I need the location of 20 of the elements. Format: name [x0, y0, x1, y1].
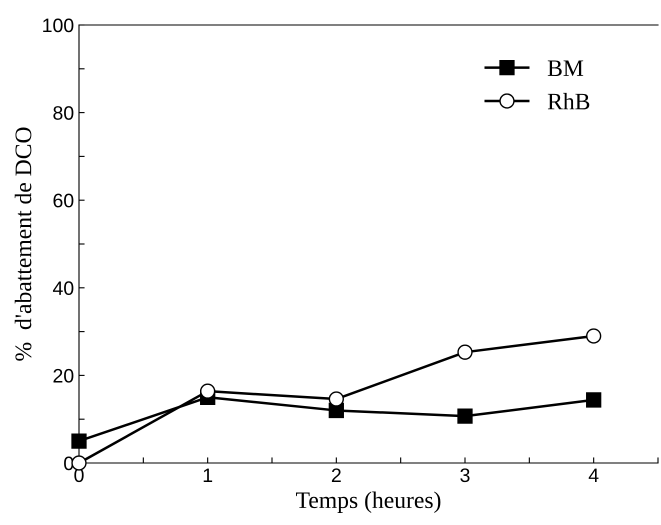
legend-label: BM	[548, 60, 584, 76]
point	[457, 408, 473, 424]
legend-label: RhB	[548, 92, 590, 110]
x-tick-label: 3	[460, 468, 470, 482]
point	[457, 344, 473, 360]
x-axis-title: Temps (heures)	[296, 492, 440, 513]
x-tick-label: 2	[332, 468, 341, 482]
y-tick-label: 40	[52, 281, 74, 296]
point	[586, 328, 602, 344]
y-tick-label: 100	[43, 18, 74, 32]
x-tick-label: 4	[588, 468, 599, 482]
y-tick-label: 20	[53, 368, 74, 383]
y-tick-label: 80	[53, 106, 74, 120]
point	[71, 433, 87, 449]
y-axis-title: % d'abattement de DCO	[14, 127, 32, 361]
x-tick-label: 1	[204, 468, 212, 482]
point	[586, 392, 602, 408]
y-tick-label: 60	[54, 194, 74, 208]
point	[328, 391, 344, 407]
point	[200, 384, 216, 399]
